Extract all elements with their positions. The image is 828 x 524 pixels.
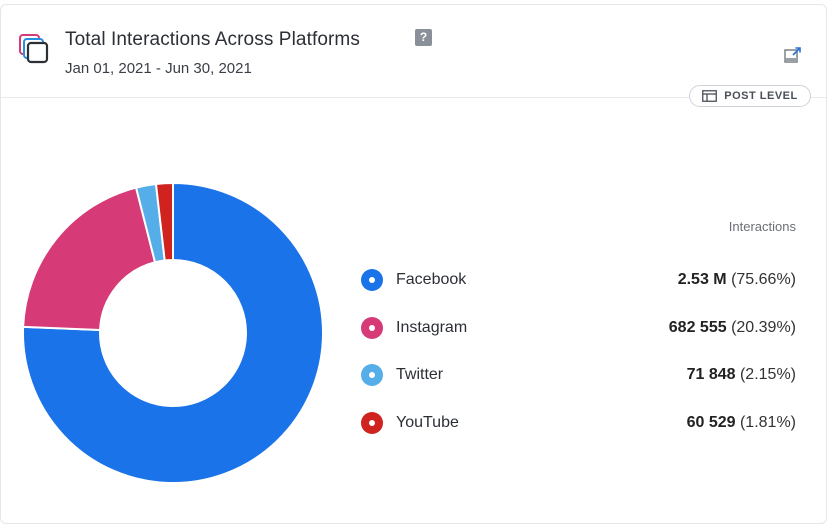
slice-facebook[interactable] — [22, 181, 324, 484]
help-icon[interactable]: ? — [415, 29, 432, 46]
legend-header: Interactions — [728, 219, 796, 234]
legend-item-youtube[interactable]: YouTube 60 529 (1.81%) — [360, 411, 798, 459]
legend-value: 682 555 (20.39%) — [668, 318, 796, 336]
slice-instagram[interactable] — [22, 186, 157, 332]
facebook-dot-icon — [361, 269, 383, 291]
youtube-dot-icon — [361, 411, 383, 434]
legend-item-twitter[interactable]: Twitter 71 848 (2.15%) — [360, 363, 798, 411]
post-level-button[interactable]: POST LEVEL — [689, 85, 811, 107]
chart-title: Total Interactions Across Platforms — [65, 29, 360, 50]
legend-label: YouTube — [396, 413, 459, 431]
table-icon — [702, 90, 718, 102]
legend-item-facebook[interactable]: Facebook 2.53 M (75.66%) — [360, 268, 798, 316]
legend-label: Twitter — [396, 366, 444, 383]
legend-label: Instagram — [396, 318, 468, 336]
date-range: Jan 01, 2021 - Jun 30, 2021 — [65, 60, 252, 77]
slice-youtube[interactable] — [154, 181, 174, 262]
legend-label: Facebook — [396, 271, 467, 288]
post-level-label: POST LEVEL — [724, 90, 798, 102]
donut-chart — [22, 181, 324, 484]
card-header: Total Interactions Across Platforms ? Ja… — [1, 5, 826, 98]
stacked-squares-icon — [19, 34, 49, 64]
instagram-dot-icon — [361, 316, 383, 339]
twitter-dot-icon — [361, 364, 383, 386]
legend-value: 60 529 (1.81%) — [686, 413, 796, 431]
export-icon[interactable] — [783, 45, 803, 65]
legend-value: 71 848 (2.15%) — [686, 366, 796, 383]
legend-item-instagram[interactable]: Instagram 682 555 (20.39%) — [360, 316, 798, 364]
legend-value: 2.53 M (75.66%) — [677, 271, 796, 288]
legend: Facebook 2.53 M (75.66%) Instagram 682 5… — [360, 268, 798, 458]
